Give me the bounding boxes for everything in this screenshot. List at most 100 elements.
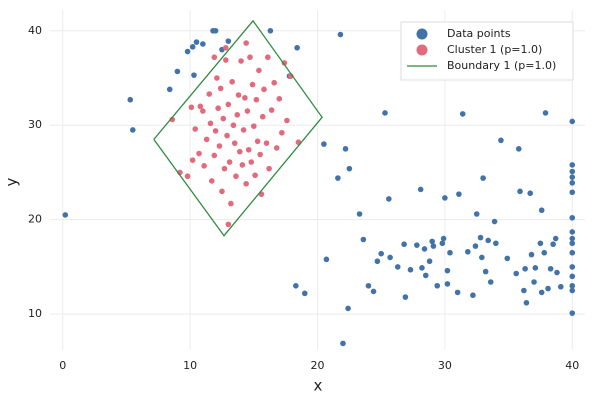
data-point (360, 236, 367, 243)
data-point (473, 211, 480, 217)
data-point (547, 265, 554, 272)
data-point (215, 105, 221, 112)
data-point (479, 254, 485, 261)
data-point (257, 151, 263, 158)
data-point (447, 249, 453, 256)
data-point (401, 241, 407, 248)
data-point (243, 180, 249, 187)
data-point (387, 254, 393, 261)
data-point (323, 256, 330, 263)
data-point (184, 48, 191, 55)
data-point (454, 289, 461, 296)
data-point (370, 288, 377, 295)
data-point (265, 54, 271, 61)
data-point (249, 81, 256, 88)
data-point (271, 79, 277, 86)
data-point (166, 86, 173, 93)
data-point (569, 287, 576, 294)
data-point (230, 122, 237, 129)
data-point (294, 44, 300, 51)
data-point (407, 266, 414, 273)
data-point (569, 310, 576, 316)
data-point (493, 240, 499, 247)
data-point (256, 67, 262, 74)
data-point (197, 103, 204, 110)
data-point (200, 41, 206, 47)
data-point (293, 282, 299, 289)
data-point (268, 107, 275, 113)
data-point (254, 138, 261, 145)
data-point (228, 200, 234, 207)
data-point (402, 294, 409, 300)
data-point (550, 241, 556, 248)
data-point (240, 127, 247, 133)
data-point (554, 269, 560, 276)
data-point (233, 173, 239, 180)
data-point (62, 212, 69, 218)
data-point (273, 145, 280, 151)
data-point (557, 283, 564, 290)
data-point (236, 148, 243, 155)
x-tick-label: 40 (565, 359, 579, 372)
data-point (465, 248, 471, 255)
data-point (191, 72, 197, 78)
x-tick-label: 10 (183, 359, 197, 372)
data-point (569, 282, 576, 289)
data-point (184, 173, 191, 180)
data-point (569, 214, 576, 221)
data-point (201, 163, 207, 169)
data-point (537, 240, 544, 247)
data-point (234, 112, 241, 118)
data-point (200, 108, 206, 114)
data-point (459, 111, 466, 117)
x-tick-label: 30 (438, 359, 452, 372)
data-point (429, 238, 435, 245)
data-point (238, 58, 244, 64)
data-point (374, 258, 381, 265)
data-point (491, 218, 498, 225)
data-point (426, 258, 433, 265)
data-point (386, 196, 392, 202)
data-point (515, 146, 522, 152)
data-point (345, 305, 351, 312)
data-point (335, 175, 341, 181)
data-point (266, 165, 272, 172)
legend-label: Boundary 1 (p=1.0) (447, 59, 556, 72)
data-point (528, 251, 535, 258)
y-tick-label: 10 (28, 307, 42, 320)
data-point (340, 340, 346, 347)
data-point (485, 237, 491, 244)
data-point (569, 229, 576, 235)
data-point (220, 115, 227, 122)
data-point (477, 234, 484, 241)
legend: Data points Cluster 1 (p=1.0) Boundary 1 (… (400, 21, 574, 81)
data-point (219, 188, 225, 195)
data-point (224, 132, 230, 139)
data-point (216, 143, 223, 149)
data-point (531, 279, 537, 285)
data-point (242, 95, 248, 101)
data-point (434, 282, 441, 289)
data-point (498, 137, 504, 144)
data-point (444, 267, 451, 274)
data-point (276, 95, 283, 102)
data-point (251, 123, 257, 129)
legend-marker (416, 28, 428, 40)
data-point (229, 78, 235, 85)
data-point (569, 180, 576, 186)
data-point (206, 91, 213, 97)
data-point (225, 101, 232, 108)
data-point (569, 118, 576, 125)
data-point (127, 96, 134, 103)
data-point (337, 31, 344, 38)
data-point (192, 126, 199, 132)
data-point (532, 265, 539, 271)
data-point (189, 157, 196, 163)
data-point (342, 146, 349, 152)
x-axis-label: x (314, 377, 323, 395)
data-point (430, 243, 437, 249)
data-point (247, 54, 253, 61)
data-point (517, 188, 523, 195)
data-point (214, 75, 220, 81)
